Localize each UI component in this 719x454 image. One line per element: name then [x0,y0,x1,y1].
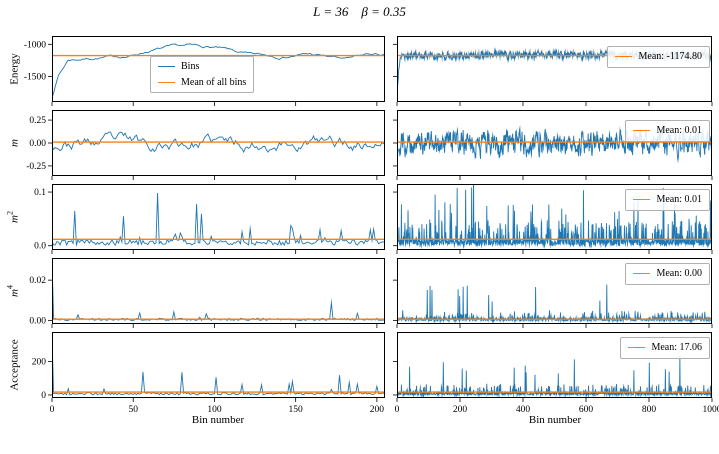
bins-line-swatch [158,66,175,68]
x-axis-label-right: Bin number [528,414,582,426]
legend-mean-acceptance: Mean: 17.06 [620,337,710,359]
legend-mean-of-all-bins-label: Mean of all bins [181,76,247,88]
legend-mean-m-label: Mean: 0.01 [656,125,702,136]
x-axis-label-left: Bin number [191,414,245,426]
y-axis-label-m: m [8,139,21,147]
mean-line-swatch [633,273,651,275]
legend-mean-acceptance-label: Mean: 17.06 [651,342,702,353]
mean-line-swatch [633,199,651,201]
y-axis-label-acceptance: Acceptance [8,339,21,391]
legend-mean-m2: Mean: 0.01 [625,189,710,211]
figure-title: L = 36 β = 0.35 [313,4,406,19]
legend-bins: Bins Mean of all bins [150,56,255,93]
legend-mean-energy: Mean: -1174.80 [607,46,710,68]
mean-line-swatch [158,81,175,83]
y-axis-label-energy: Energy [8,53,21,85]
y-axis-label-m2: m2 [5,211,21,223]
mean-line-swatch [628,347,646,349]
legend-bins-label: Bins [181,61,200,72]
legend-mean-m4: Mean: 0.00 [625,263,710,285]
mean-line-swatch [615,56,633,58]
legend-mean-energy-label: Mean: -1174.80 [638,51,702,62]
legend-mean-m4-label: Mean: 0.00 [656,268,702,279]
legend-mean-m2-label: Mean: 0.01 [656,194,702,205]
y-axis-label-m4: m4 [5,285,21,297]
mean-line-swatch [633,130,651,132]
legend-mean-m: Mean: 0.01 [625,120,710,142]
